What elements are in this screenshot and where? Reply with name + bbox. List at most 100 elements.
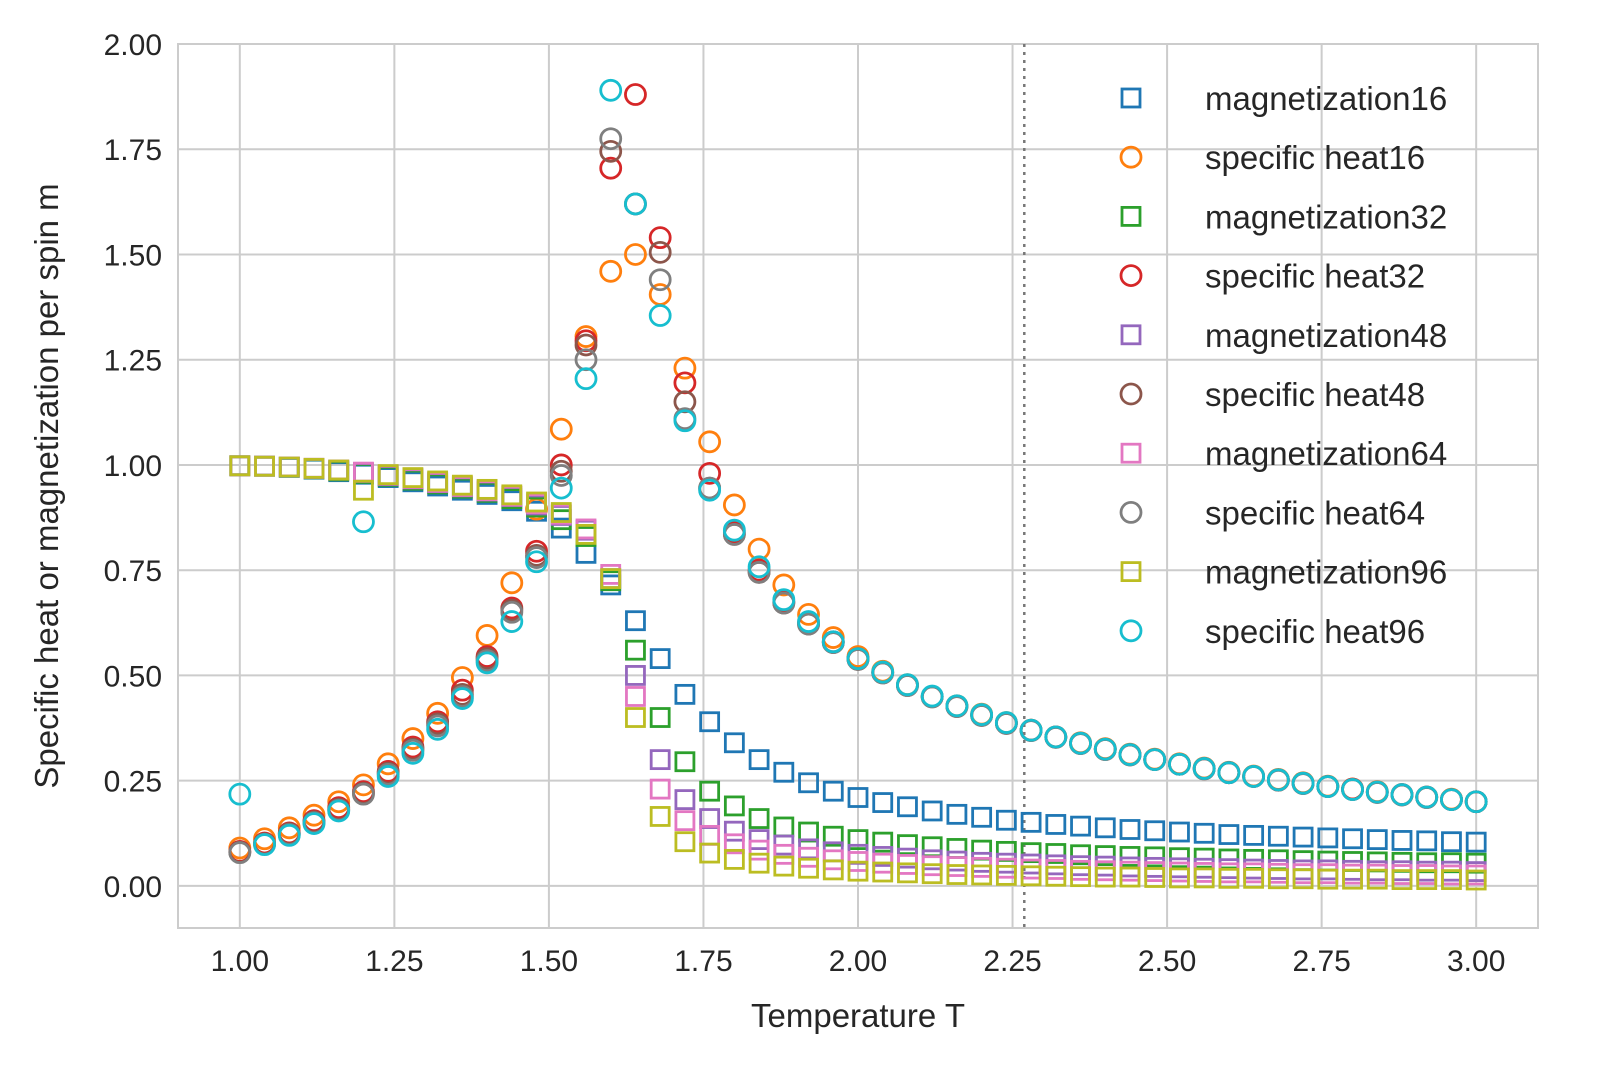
data-point: [971, 864, 993, 886]
data-point: [1341, 778, 1364, 801]
data-point: [376, 752, 400, 776]
legend-label: magnetization48: [1205, 317, 1447, 354]
y-tick-label: 0.25: [104, 766, 162, 799]
data-point: [254, 455, 275, 477]
data-point: [1093, 737, 1117, 761]
data-point: [1119, 819, 1141, 840]
data-point: [1070, 844, 1091, 866]
data-point: [426, 717, 450, 741]
data-point: [674, 751, 696, 773]
data-point: [946, 803, 968, 825]
legend-item: specific heat96: [1119, 613, 1425, 650]
data-point: [303, 457, 325, 479]
data-point: [723, 848, 745, 870]
data-point: [897, 796, 918, 818]
data-point: [921, 800, 943, 822]
data-point: [1094, 817, 1116, 839]
x-tick-label: 2.25: [983, 945, 1041, 978]
data-point: [747, 555, 771, 579]
data-point: [1266, 768, 1290, 792]
legend-item: magnetization96: [1120, 554, 1447, 591]
data-point: [1342, 828, 1363, 850]
data-point: [1243, 867, 1265, 889]
data-point: [748, 808, 770, 829]
x-tick-label: 1.25: [365, 945, 423, 978]
data-point: [1292, 868, 1314, 890]
data-point: [748, 749, 770, 771]
data-point: [427, 470, 449, 492]
data-point: [1094, 866, 1116, 888]
data-point: [1366, 829, 1388, 850]
data-point: [1465, 869, 1487, 891]
data-point: [723, 732, 745, 754]
data-point: [1069, 731, 1092, 755]
data-point: [1118, 743, 1142, 766]
legend-square-marker: [1120, 324, 1142, 346]
data-point: [698, 430, 722, 454]
plot-frame: [177, 43, 1539, 929]
data-point: [451, 474, 473, 496]
data-point: [574, 367, 598, 391]
data-point: [228, 782, 252, 806]
data-point: [625, 639, 646, 661]
data-point: [1291, 771, 1315, 795]
data-point: [599, 259, 623, 283]
series-layer: [228, 78, 1488, 891]
data-point: [1415, 785, 1439, 809]
data-point: [525, 550, 548, 574]
data-point: [723, 795, 745, 817]
data-point: [352, 510, 375, 534]
legend-label: specific heat32: [1205, 258, 1425, 295]
data-point: [921, 863, 943, 885]
data-point: [1070, 866, 1091, 888]
legend-label: magnetization16: [1205, 80, 1447, 117]
legend-label: magnetization64: [1205, 435, 1447, 472]
data-point: [1119, 866, 1141, 888]
y-tick-label: 2.00: [104, 29, 162, 62]
data-point: [1045, 843, 1067, 864]
data-point: [599, 78, 623, 102]
data-point: [549, 476, 573, 500]
data-point: [674, 789, 696, 811]
data-point: [773, 843, 795, 865]
data-point: [624, 83, 647, 106]
data-point: [229, 455, 251, 477]
data-point: [500, 610, 524, 633]
data-point: [549, 453, 573, 477]
data-point: [649, 648, 671, 669]
data-point: [699, 780, 721, 802]
data-point: [1292, 826, 1314, 848]
x-tick-label: 3.00: [1447, 945, 1505, 978]
data-point: [674, 683, 696, 705]
data-point: [1267, 825, 1289, 847]
data-point: [847, 829, 869, 850]
legend-label: specific heat16: [1205, 139, 1425, 176]
data-point: [377, 464, 399, 486]
data-point: [376, 765, 400, 788]
data-point: [648, 240, 672, 264]
legend-item: magnetization48: [1120, 317, 1447, 354]
data-point: [797, 602, 820, 626]
data-point: [674, 810, 696, 832]
data-point: [822, 859, 844, 881]
y-tick-label: 0.50: [104, 660, 162, 693]
data-point: [971, 806, 993, 828]
legend-item: specific heat64: [1119, 494, 1425, 531]
data-point: [798, 857, 819, 879]
y-tick-label: 1.50: [104, 239, 162, 272]
data-point: [1218, 867, 1240, 889]
data-point: [328, 459, 350, 481]
data-point: [1044, 725, 1068, 749]
data-point: [352, 773, 375, 797]
data-point: [1019, 718, 1043, 742]
data-point: [1119, 846, 1141, 867]
data-point: [1192, 757, 1216, 780]
y-tick-label: 0.75: [104, 555, 162, 588]
data-point: [797, 610, 820, 633]
data-point: [649, 806, 671, 827]
data-point: [1045, 865, 1067, 887]
data-point: [549, 417, 573, 441]
data-point: [402, 467, 424, 488]
